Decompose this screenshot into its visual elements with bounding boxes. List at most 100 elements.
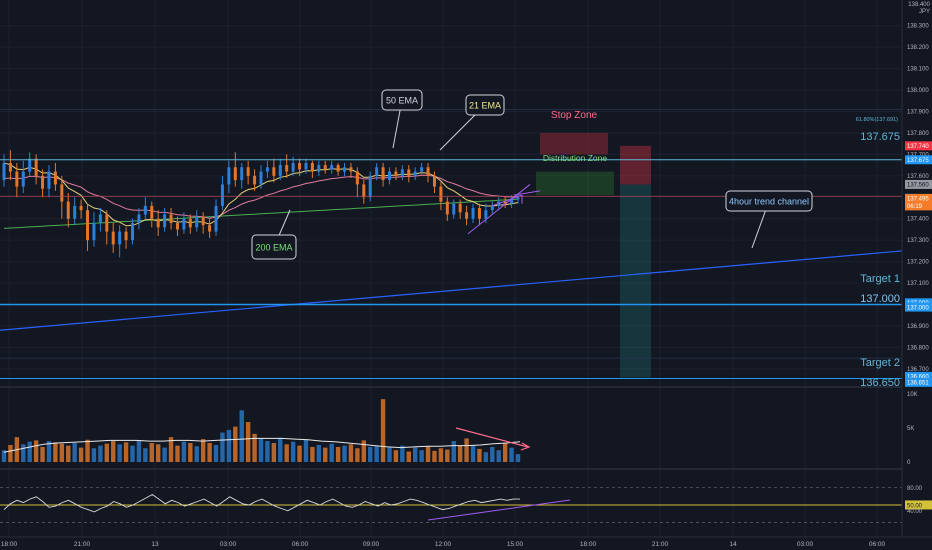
time-tick-label: 03:00 bbox=[220, 541, 237, 548]
price-tag-label: 136.651 bbox=[907, 381, 929, 387]
candle-body bbox=[343, 167, 347, 172]
candle-body bbox=[66, 201, 70, 219]
ema50-callout-label: 50 EMA bbox=[386, 96, 418, 106]
volume-bar bbox=[297, 445, 302, 462]
volume-bar bbox=[400, 445, 405, 462]
volume-bar bbox=[8, 444, 13, 462]
candles bbox=[2, 150, 520, 258]
candle-body bbox=[240, 167, 244, 181]
volume-bar bbox=[21, 444, 26, 462]
volume-bar bbox=[91, 448, 97, 462]
candle-body bbox=[471, 208, 475, 219]
price-tag-label: 06:19 bbox=[907, 204, 923, 210]
candle-body bbox=[278, 165, 282, 176]
volume-bar bbox=[194, 446, 199, 462]
candle-body bbox=[8, 162, 12, 172]
price-tick-label: 138.200 bbox=[907, 45, 929, 51]
candle-body bbox=[362, 184, 366, 198]
volume-tick-label: 5K bbox=[907, 426, 914, 432]
volume-bar bbox=[252, 433, 257, 462]
candle-body bbox=[208, 225, 212, 232]
volume-bar bbox=[483, 452, 489, 462]
candle-body bbox=[53, 171, 57, 185]
candle-body bbox=[34, 158, 38, 176]
volume-bar bbox=[104, 443, 109, 462]
volume-bar bbox=[123, 442, 129, 462]
candle-body bbox=[330, 165, 334, 170]
price-tick-label: 136.800 bbox=[907, 345, 929, 351]
volume-bar bbox=[477, 448, 482, 462]
volume-bar bbox=[33, 440, 39, 462]
candle-body bbox=[285, 165, 289, 172]
ema200-callout-label: 200 EMA bbox=[255, 243, 292, 253]
volume-bar bbox=[290, 441, 296, 462]
volume-bar bbox=[380, 399, 386, 462]
price-tick-label: 138.100 bbox=[907, 67, 929, 73]
price-tag bbox=[905, 371, 932, 381]
candle-body bbox=[131, 223, 134, 241]
price-tick-label: 137.400 bbox=[907, 217, 929, 223]
price-tick-label: 137.800 bbox=[907, 131, 929, 137]
volume-bar bbox=[303, 439, 309, 462]
candle-body bbox=[118, 231, 122, 245]
volume-bar bbox=[72, 443, 77, 462]
volume-bar bbox=[464, 438, 469, 462]
price-axis-bg bbox=[902, 0, 932, 550]
volume-tick-label: 0 bbox=[907, 460, 911, 466]
level-label: 137.675 bbox=[860, 131, 900, 143]
volume-bar bbox=[162, 447, 167, 462]
level-label: Target 2 bbox=[860, 357, 900, 369]
volume-bar bbox=[59, 443, 65, 462]
candle-body bbox=[452, 203, 456, 215]
trend-channel-callout-label: 4hour trend channel bbox=[729, 197, 809, 207]
volume-bar bbox=[226, 429, 232, 462]
osc-tick-label: 80.00 bbox=[907, 486, 923, 492]
stop-zone-label-box bbox=[540, 132, 608, 155]
trade-zones bbox=[536, 132, 651, 378]
candle-body bbox=[510, 199, 514, 204]
candle-body bbox=[163, 214, 167, 228]
level-label: 137.000 bbox=[860, 293, 900, 305]
candle-body bbox=[201, 216, 205, 226]
candle-body bbox=[490, 205, 494, 211]
candle-body bbox=[41, 175, 45, 189]
candle-body bbox=[220, 184, 224, 206]
osc-divergence-line bbox=[427, 499, 571, 521]
oscillator-line bbox=[3, 493, 520, 513]
volume-bar bbox=[245, 422, 251, 462]
candle-body bbox=[92, 223, 96, 241]
volume-bar bbox=[27, 441, 32, 462]
volume-bar bbox=[278, 437, 283, 462]
price-tag-label: 137.740 bbox=[907, 144, 929, 150]
osc-value-tag bbox=[905, 500, 932, 510]
candle-body bbox=[265, 167, 269, 172]
volume-bar bbox=[271, 443, 277, 462]
candle-body bbox=[137, 214, 141, 224]
volume-bar bbox=[361, 440, 366, 462]
candle-body bbox=[47, 171, 51, 189]
price-tick-label: 137.900 bbox=[907, 110, 929, 116]
candle-body bbox=[214, 205, 218, 232]
volume-bar bbox=[515, 454, 521, 462]
wedge-upper-line bbox=[491, 194, 523, 207]
ema-50-line bbox=[3, 174, 519, 219]
candle-body bbox=[105, 214, 109, 232]
volume-bar bbox=[323, 447, 328, 462]
volume-bar bbox=[335, 446, 341, 462]
instrument-label: JPY bbox=[919, 9, 930, 15]
price-tag bbox=[905, 155, 932, 165]
fib-label: 61.80%(137.691) bbox=[856, 117, 898, 123]
volume-bar bbox=[181, 441, 187, 462]
time-tick-label: 06:00 bbox=[292, 541, 309, 548]
volume-bar bbox=[438, 448, 444, 462]
volume-pane bbox=[1, 399, 531, 462]
candle-body bbox=[28, 158, 32, 172]
candle-body bbox=[375, 167, 379, 176]
candle-body bbox=[516, 197, 520, 200]
time-tick-label: 13 bbox=[151, 541, 159, 548]
candle-body bbox=[246, 167, 250, 176]
volume-bar bbox=[98, 445, 103, 462]
candle-body bbox=[304, 162, 308, 170]
